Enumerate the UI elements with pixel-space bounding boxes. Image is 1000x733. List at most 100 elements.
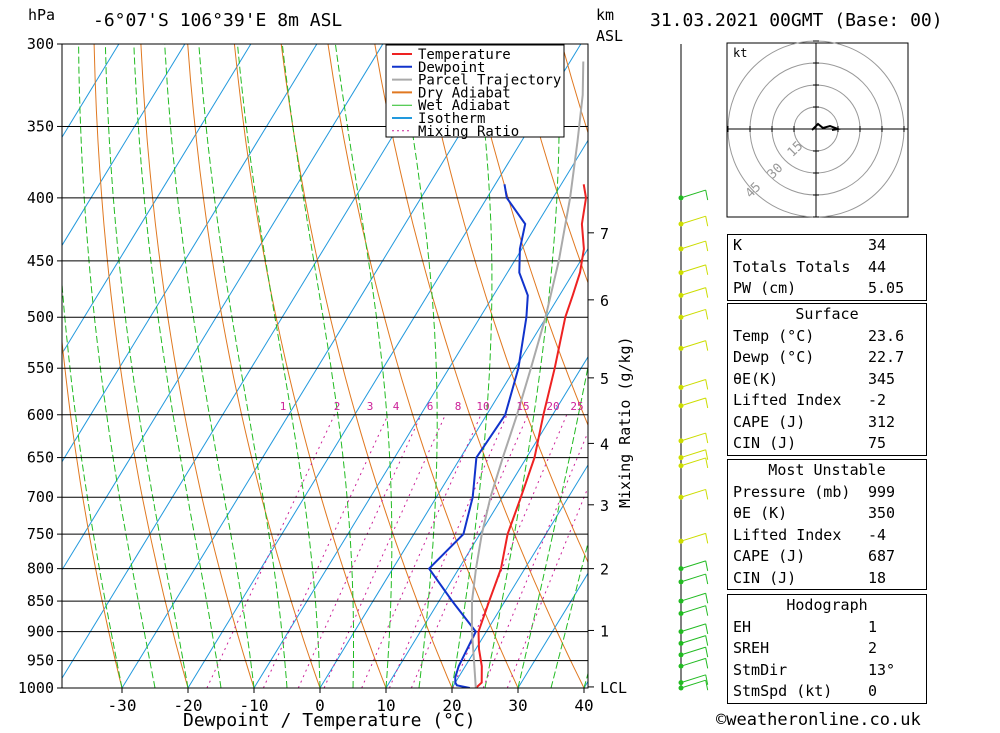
dry-adiabat-line [233,44,387,688]
mu-row-cape: CAPE (J) 687 [733,547,896,565]
pressure-tick-label: 800 [27,560,54,578]
wind-barb-flag [705,397,709,409]
mixing-ratio-axis-label: Mixing Ratio (g/kg) [616,336,634,508]
wind-barb-staff [680,308,706,318]
pressure-tick-label: 550 [27,359,54,377]
mixing-ratio-label: 20 [546,400,559,413]
dry-adiabat-line [280,44,453,688]
surface-row-cin: CIN (J) 75 [733,434,887,452]
wind-barb-flag [705,287,709,298]
km-tick-label: 1 [600,622,609,640]
dry-adiabat-line [983,44,1000,688]
hodograph-frame [726,42,909,218]
surface-row-temp: Temp (°C) 23.6 [733,326,905,345]
wind-barb-staff [680,432,706,442]
mixing-ratio-label: 10 [476,400,489,413]
wet-adiabat-line [237,44,321,688]
hodo-row-eh: EH 1 [733,617,878,636]
wind-barb-flag [705,240,709,252]
datetime-title: 31.03.2021 00GMT (Base: 00) [650,10,943,31]
wet-adiabat-line [78,44,156,688]
series-parcel-trajectory-line [470,61,585,688]
wind-barb-flag [705,560,709,571]
pressure-tick-label: 700 [27,488,54,506]
wind-barb-staff [680,287,706,296]
km-tick-label: 6 [600,292,609,310]
km-unit-label: km [596,6,614,24]
dry-adiabat-line [62,337,123,688]
wet-adiabat-line [198,44,288,688]
wind-barb-staff [680,379,706,388]
wet-adiabat-line [398,44,438,688]
wind-barb-flag [705,647,709,658]
legend-label: Mixing Ratio [418,124,519,140]
wind-barb-flag [705,216,709,227]
pressure-tick-label: 450 [27,252,54,270]
wind-barb-staff [680,340,706,349]
mixing-ratio-line [206,414,335,688]
pressure-tick-label: 950 [27,652,54,670]
legend-label: Dry Adiabat [418,85,511,101]
wind-barbs [678,44,709,691]
mixing-ratio-line [452,414,568,688]
temp-tick-label: -20 [174,696,203,715]
legend-label: Wet Adiabat [418,98,511,114]
wind-barb-staff [680,573,706,583]
mixing-ratio-line [410,414,529,688]
legend-label: Temperature [418,47,511,63]
mixing-ratio-label: 3 [367,400,374,413]
mixing-ratio-line [323,414,446,688]
isotherm-line [187,44,582,688]
mu-row-cin: CIN (J) 18 [733,568,887,587]
pressure-tick-label: 400 [27,189,54,207]
wet-adiabat-line [62,278,123,688]
wind-barb-staff [680,189,706,199]
wind-barb-staff [680,605,706,614]
km-tick-label: 4 [600,435,609,453]
km-tick-label: 3 [600,497,609,515]
mixing-ratio-line [361,414,482,688]
dry-adiabat-line [93,44,189,688]
x-axis-label: Dewpoint / Temperature (°C) [183,710,476,731]
isotherm-line [62,44,252,355]
wind-barb-flag [705,457,709,469]
stats-row-k: K 34 [733,236,887,254]
hodograph-trace [811,122,842,131]
wind-barb-staff [680,646,706,656]
series-dewpoint-line [427,184,529,688]
stats-row-totals: Totals Totals 44 [733,257,887,276]
wind-barb-staff [680,532,706,542]
dry-adiabat-line [936,44,1000,688]
mu-row-thetae: θE (K) 350 [733,504,896,522]
wind-barb-flag [705,489,709,500]
wind-barb-flag [705,340,709,351]
stats-surface-box: Surface Temp (°C) 23.6 Dewp (°C) 22.7 θE(K… [727,303,927,456]
wind-barb-flag [705,605,709,616]
dry-adiabat-line [467,44,588,427]
wind-barb-staff [680,674,706,684]
hodograph-unit-label: kt [733,46,747,60]
stats-hodograph-box: Hodograph EH 1 SREH 2 StmDir 13° StmSpd (kt… [727,594,927,704]
legend-label: Dewpoint [418,60,485,76]
pressure-tick-label: 900 [27,623,54,641]
stats-row-pw: PW (cm) 5.05 [733,279,905,297]
wind-barb-staff [680,240,706,250]
mixing-ratio-label: 6 [427,400,434,413]
wind-barb-flag [705,573,709,585]
pressure-tick-label: 850 [27,592,54,610]
isotherm-line [62,44,450,680]
mu-row-pressure: Pressure (mb) 999 [733,482,896,501]
wind-barb-staff [680,215,706,225]
temp-tick-label: 40 [574,696,593,715]
temp-tick-label: 0 [315,696,325,715]
isotherm-line [451,464,588,688]
pressure-tick-label: 500 [27,308,54,326]
mixing-ratio-label: 8 [455,400,462,413]
temp-tick-label: 20 [442,696,461,715]
legend-label: Parcel Trajectory [418,73,561,89]
km-tick-label: 7 [600,225,609,243]
temp-tick-label: -10 [240,696,269,715]
pressure-tick-label: 650 [27,449,54,467]
